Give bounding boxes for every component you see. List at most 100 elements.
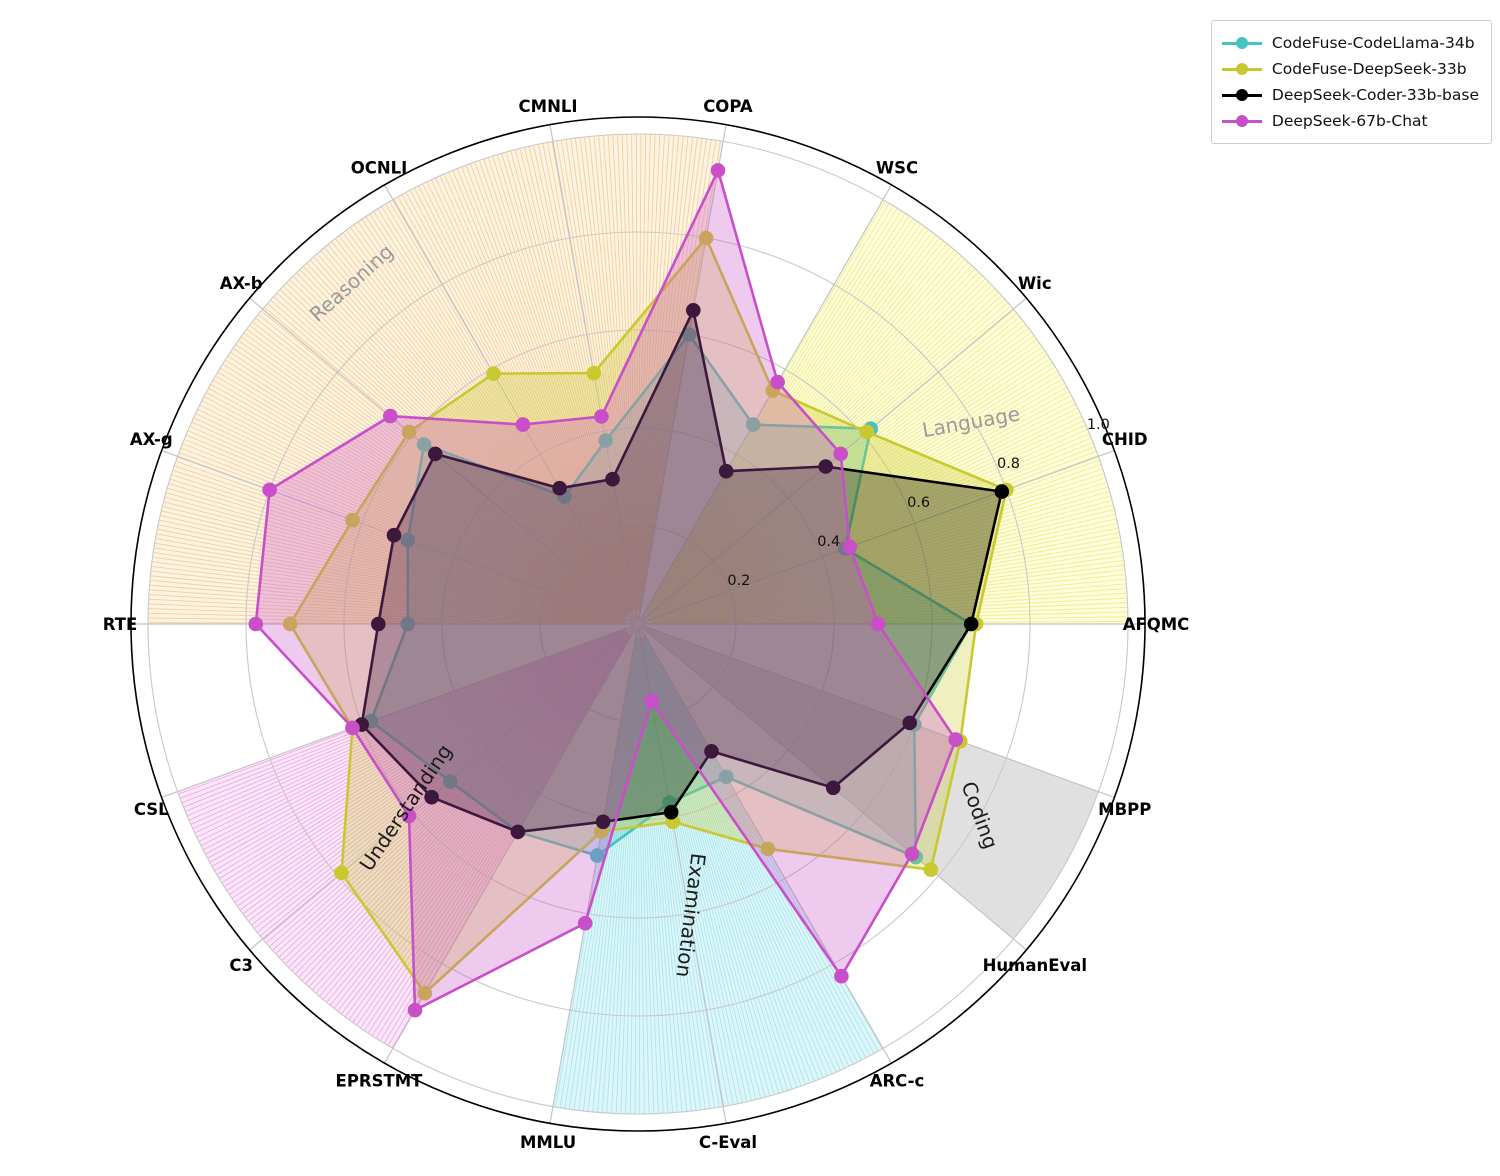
sector-hatch-line [469, 163, 634, 611]
data-point-AX-g [386, 527, 402, 543]
sector-hatch-line [265, 632, 628, 944]
sector-hatch-line [167, 487, 625, 621]
sector-hatch-line [422, 183, 633, 612]
legend-item: DeepSeek-67b-Chat [1221, 108, 1479, 134]
sector-hatch-line [501, 153, 635, 611]
data-point-Wic [818, 459, 833, 474]
axis-spoke-WSC [637, 184, 893, 625]
sector-hatch-line [648, 331, 1032, 617]
legend-label: CodeFuse-CodeLlama-34b [1271, 34, 1475, 52]
sector-hatch-line [161, 510, 625, 622]
sector-hatch-line [461, 166, 634, 612]
sector-hatch-line [648, 323, 1026, 616]
sector-hatch-line [294, 633, 629, 975]
sector-hatch-line [357, 221, 631, 613]
sector-hatch-line [169, 478, 625, 621]
sector-hatch-line [650, 399, 1074, 618]
sector-hatch-line [246, 328, 628, 616]
sector-hatch-line [381, 206, 632, 613]
data-point-EPRSTMT [407, 1002, 423, 1018]
sector-hatch-line [430, 179, 633, 612]
sector-hatch-line [651, 464, 1102, 620]
sector-hatch-line [215, 375, 627, 618]
axis-label-CHID: CHID [1102, 430, 1148, 449]
sector-hatch-line [651, 509, 1115, 622]
sector-hatch-line [650, 395, 1072, 618]
sector-hatch-line [151, 561, 625, 623]
sector-hatch-line [640, 637, 739, 1104]
sector-hatch-line [211, 630, 627, 867]
sector-hatch-line [183, 628, 626, 808]
sector-hatch-line [638, 134, 661, 611]
sector-hatch-line [180, 447, 626, 620]
sector-hatch-line [148, 617, 625, 625]
sector-hatch-line [235, 343, 627, 617]
sector-hatch-line [649, 374, 1061, 618]
data-point-RTE [282, 616, 298, 632]
sector-hatch-line [644, 203, 890, 613]
sector-hatch-line [648, 302, 1009, 616]
sector-hatch-line [210, 383, 627, 618]
data-point-C3 [443, 774, 458, 789]
sector-hatch-line [510, 150, 635, 611]
r-tick-label-0.4: 0.4 [817, 534, 840, 550]
data-point-RTE [400, 616, 416, 632]
sector-hatch-line [448, 171, 634, 612]
sector-hatch-line [375, 635, 631, 1039]
sector-hatch-line [559, 637, 637, 1108]
data-point-C-Eval [663, 804, 679, 820]
data-point-OCNLI [515, 417, 531, 432]
sector-hatch-line [651, 564, 1125, 623]
sector-hatch-line [650, 446, 1096, 620]
data-point-AX-g [400, 532, 416, 548]
sector-hatch-line [646, 246, 952, 614]
sector-hatch-line [232, 347, 627, 617]
sector-hatch-line [565, 139, 637, 611]
sector-hatch-line [275, 633, 628, 955]
sector-hatch-line [651, 606, 1128, 624]
data-point-AFQMC [963, 616, 979, 632]
sector-hatch-line [643, 636, 854, 1065]
sector-hatch-line [645, 215, 910, 613]
sector-hatch-line [219, 367, 627, 618]
sector-hatch-line [649, 346, 1043, 617]
sector-hatch-line [650, 403, 1076, 619]
sector-hatch-line [650, 407, 1079, 619]
data-point-AX-b [383, 408, 398, 424]
sector-hatch-line [651, 597, 1128, 624]
legend-label: DeepSeek-Coder-33b-base [1271, 86, 1479, 104]
data-point-CMNLI [598, 433, 613, 448]
sector-hatch-line [492, 155, 635, 611]
sector-hatch-line [639, 637, 702, 1111]
data-point-Wic [833, 446, 848, 462]
data-point-WSC [745, 417, 761, 432]
sector-hatch-line [637, 637, 650, 1114]
sector-hatch-line [651, 588, 1127, 624]
sector-hatch-line [651, 472, 1105, 621]
sector-hatch-line [651, 574, 1126, 624]
sector-hatch-line [644, 636, 867, 1059]
axis-spoke-C3 [249, 623, 639, 951]
sector-hatch-line [635, 134, 639, 611]
data-point-RTE [371, 616, 386, 632]
sector-hatch-line [643, 636, 841, 1071]
sector-hatch-line [639, 140, 717, 611]
sector-hatch-line [162, 505, 625, 622]
sector-hatch-line [638, 637, 678, 1113]
sector-hatch-line [639, 637, 720, 1108]
sector-hatch-line [648, 298, 1006, 616]
sector-hatch-line [651, 468, 1103, 620]
axis-label-MMLU: MMLU [520, 1133, 576, 1152]
sector-hatch-line [650, 424, 1086, 619]
sector-hatch-line [196, 629, 626, 838]
sector-hatch-line [249, 325, 628, 616]
sector-hatch-line [155, 538, 625, 622]
sector-hatch-line [578, 637, 637, 1111]
sector-hatch-line [149, 589, 625, 624]
data-point-AX-b [401, 424, 417, 440]
data-point-WSC [718, 463, 734, 479]
sector-hatch-line [651, 611, 1128, 625]
sector-hatch-line [637, 134, 642, 611]
sector-hatch-line [257, 313, 628, 616]
data-point-EPRSTMT [510, 824, 526, 840]
